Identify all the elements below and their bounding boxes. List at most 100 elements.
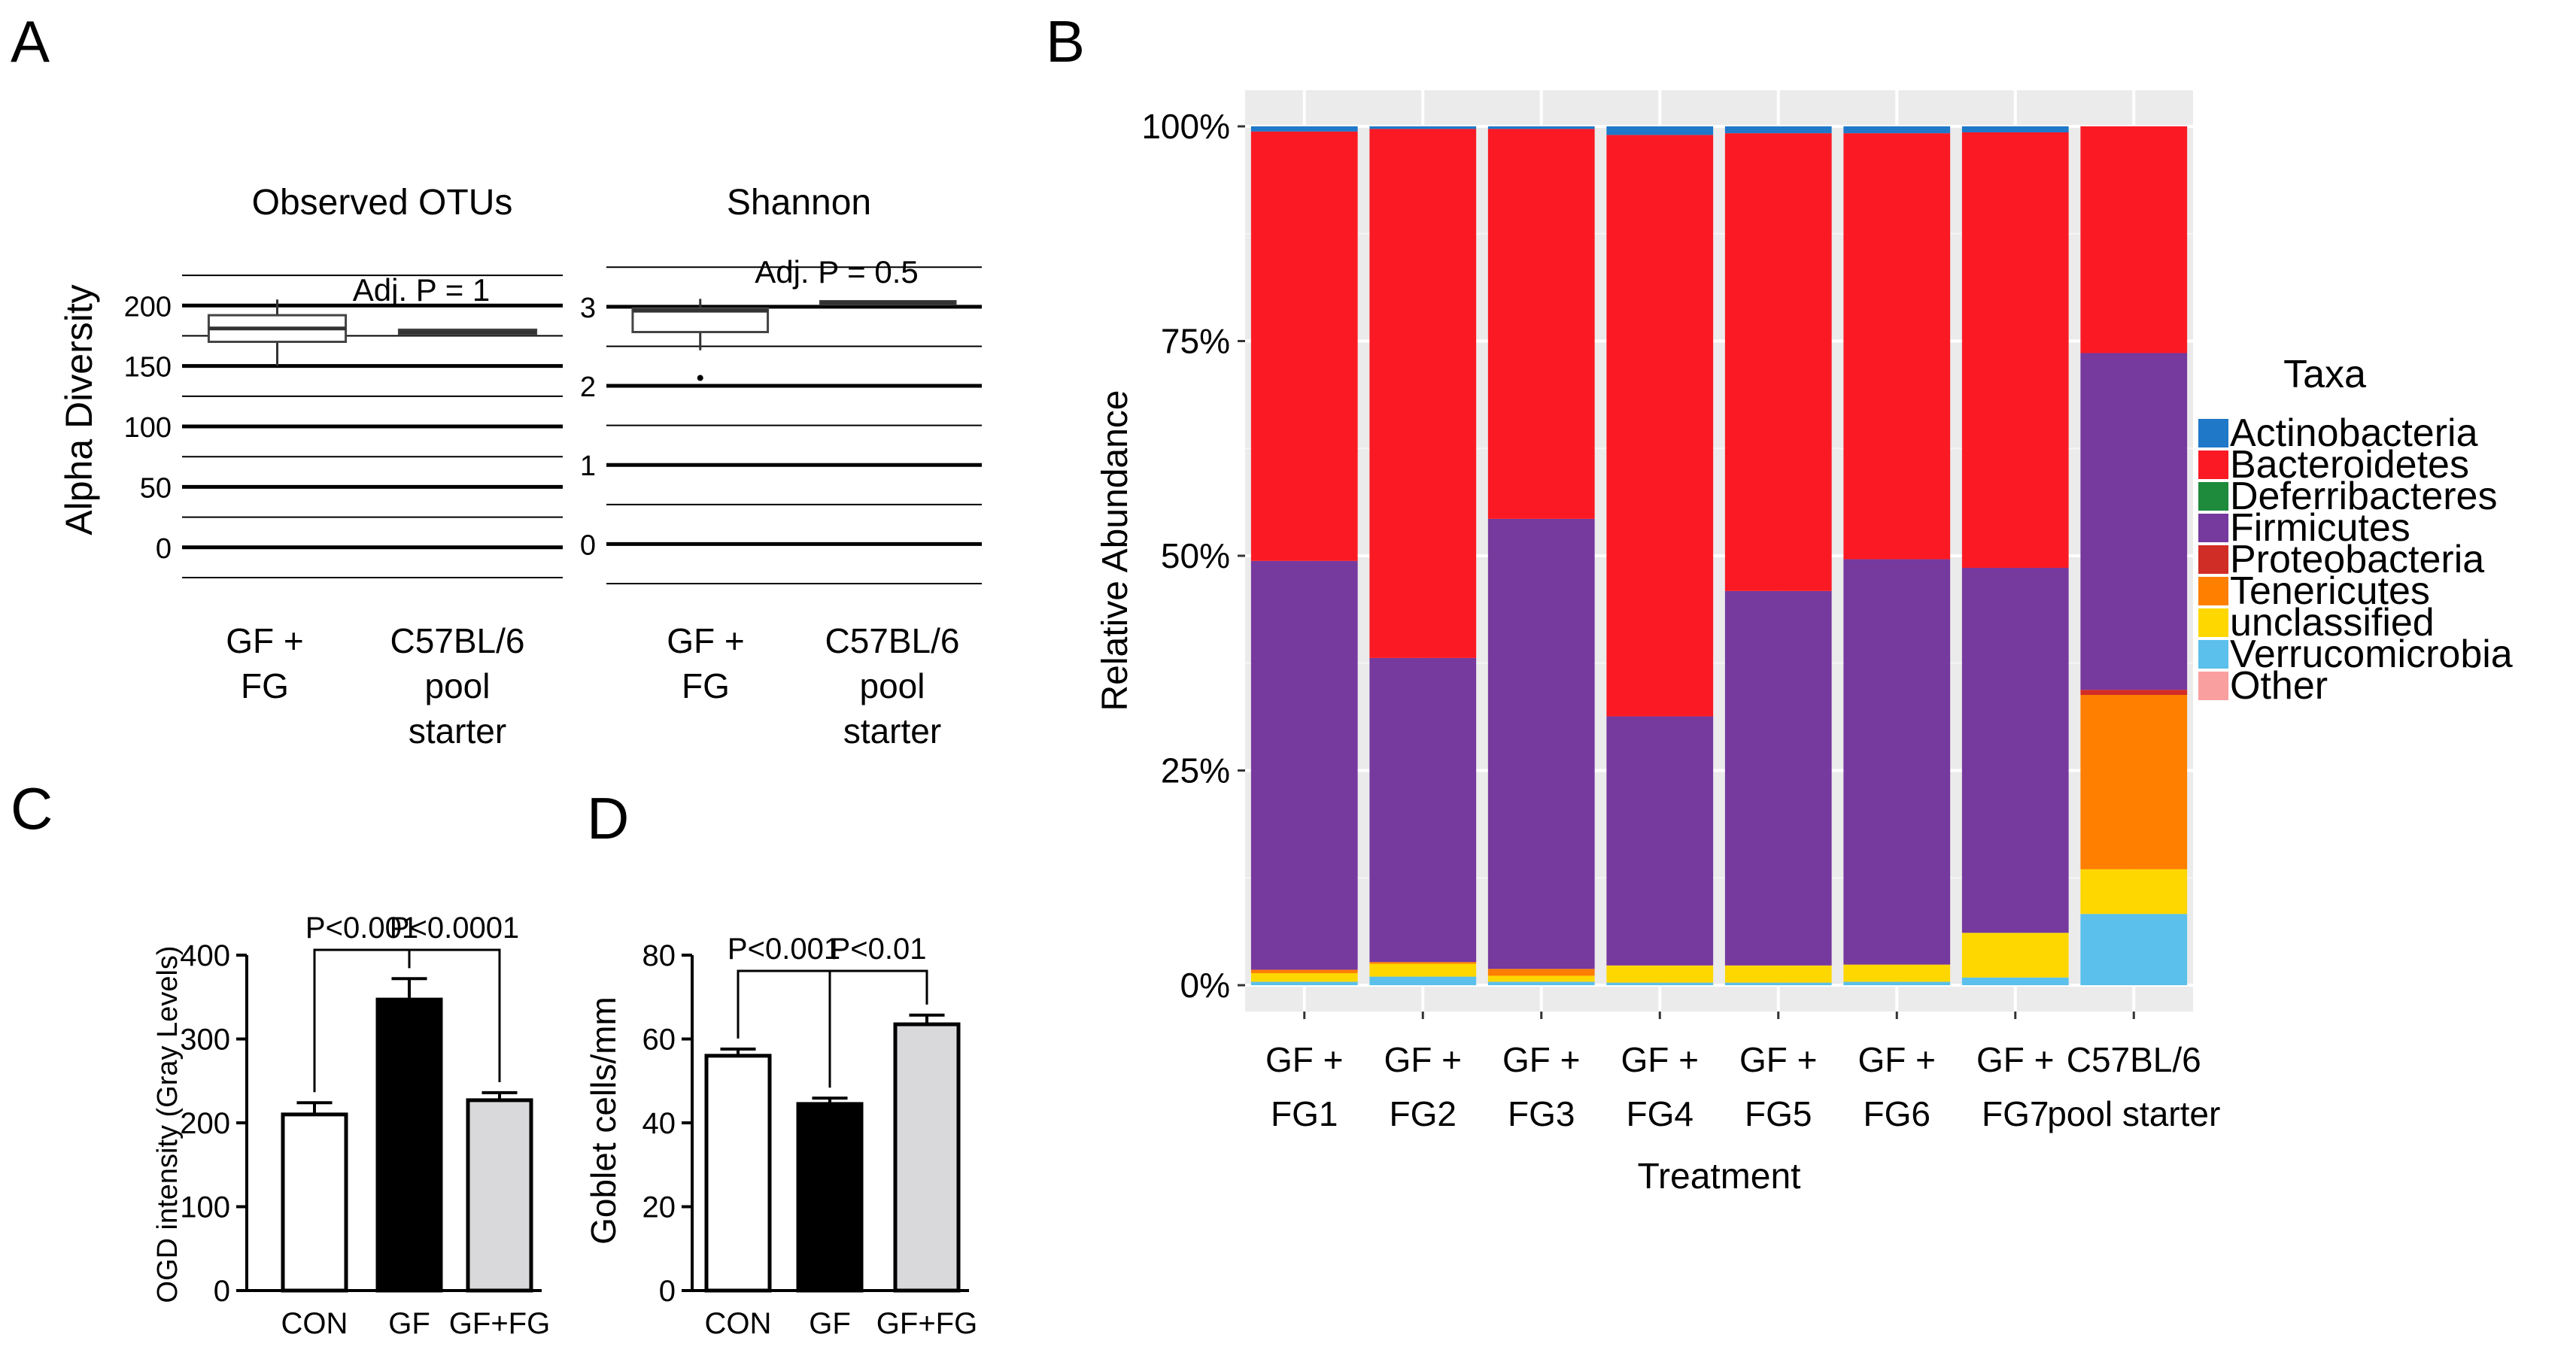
x-tick-label: C57BL/6	[2067, 1040, 2201, 1079]
panel-a: Alpha Diversity 0 50 100 150 200 Observed OTU…	[58, 183, 982, 751]
chart-title: Shannon	[727, 183, 871, 223]
bar-segment-firmicutes	[1843, 559, 1951, 965]
y-axis-title: OGD intensity (Gray Levels)	[152, 945, 184, 1303]
legend-swatch-proteobacteria	[2198, 545, 2228, 574]
legend-label-unclassified: unclassified	[2230, 601, 2435, 645]
y-tick-label: 20	[642, 1191, 676, 1224]
bar-segment-firmicutes	[1487, 518, 1595, 969]
legend-label-bacteroidetes: Bacteroidetes	[2230, 443, 2469, 487]
significance-label: P<0.001	[728, 933, 840, 966]
significance-label: P<0.01	[831, 933, 927, 966]
bar-segment-unclassified	[1250, 973, 1358, 982]
panel-a1-x-label-c57-line3: starter	[409, 711, 506, 751]
panel-label-c: C	[11, 775, 53, 842]
bar-segment-actinobacteria	[1487, 126, 1595, 129]
y-tick-label: 0	[580, 529, 596, 561]
y-tick-label: 0	[214, 1275, 230, 1308]
bar-segment-proteobacteria	[2080, 690, 2188, 696]
bar-gf+fg	[893, 1022, 961, 1293]
bar-segment-bacteroidetes	[1961, 132, 2069, 568]
bar-segment-actinobacteria	[1250, 126, 1358, 132]
y-tick-label: 150	[124, 352, 172, 384]
bar-gf	[796, 1102, 864, 1293]
y-tick-label: 75%	[1161, 322, 1230, 361]
bar-segment-verrucomicrobia	[1250, 981, 1358, 985]
legend-swatch-tenericutes	[2198, 577, 2228, 605]
y-tick-label: 0	[659, 1275, 676, 1308]
bar-gf+fg	[466, 1098, 533, 1293]
y-tick-label: 200	[180, 1107, 230, 1140]
legend-swatch-verrucomicrobia	[2198, 640, 2228, 669]
bar-segment-firmicutes	[1369, 657, 1477, 963]
bar-segment-verrucomicrobia	[1369, 976, 1477, 985]
panel-a1-x-label-c57: C57BL/6	[390, 621, 524, 660]
x-tick-label-line2: FG1	[1271, 1094, 1338, 1133]
x-tick-label: GF +	[1502, 1040, 1581, 1079]
bar-segment-bacteroidetes	[1724, 133, 1832, 591]
legend-swatch-unclassified	[2198, 608, 2228, 637]
bar-segment-tenericutes	[1250, 969, 1358, 974]
legend-label-deferribacteres: Deferribacteres	[2230, 475, 2497, 518]
y-tick-label: 100%	[1141, 107, 1230, 146]
bar-segment-tenericutes	[2080, 695, 2188, 869]
x-tick-label: GF +	[1739, 1040, 1818, 1079]
bar-segment-bacteroidetes	[1487, 129, 1595, 519]
x-tick-label-line2: FG4	[1627, 1094, 1694, 1133]
x-tick-label: GF +	[1621, 1040, 1699, 1079]
panel-a1-x-label-gf-fg-line2: FG	[241, 666, 289, 705]
y-tick-label: 0	[156, 533, 172, 565]
chart-a-observed-otus: 0 50 100 150 200 Observed OTUs Adj. P = 1	[124, 183, 563, 578]
bar-segment-verrucomicrobia	[2080, 914, 2188, 985]
y-axis-title: Goblet cells/mm	[584, 996, 623, 1245]
y-tick-label: 50	[140, 472, 172, 504]
chart-title: Observed OTUs	[252, 183, 513, 223]
y-tick-label: 100	[124, 412, 172, 444]
x-tick-label-line2: FG7	[1982, 1094, 2049, 1133]
panel-label-a: A	[11, 8, 50, 74]
bar-segment-bacteroidetes	[1606, 135, 1714, 717]
bar-segment-verrucomicrobia	[1843, 981, 1951, 985]
y-tick-label: 50%	[1161, 536, 1230, 575]
x-axis-title: Treatment	[1638, 1157, 1801, 1197]
legend-swatch-deferribacteres	[2198, 482, 2228, 511]
legend-swatch-actinobacteria	[2198, 419, 2228, 447]
bar-segment-actinobacteria	[1843, 126, 1951, 134]
panel-a1-x-label-gf-fg: GF +	[226, 621, 304, 660]
bar-segment-unclassified	[2080, 869, 2188, 915]
bar-segment-unclassified	[1606, 965, 1714, 983]
chart-b-relative-abundance: 0% 25% 50% 75% 100% GF + FG1 GF + FG2 GF + FG3 GF +…	[1095, 90, 2513, 1197]
y-axis-title: Relative Abundance	[1095, 390, 1135, 711]
x-tick-label: GF +	[1265, 1040, 1344, 1079]
legend-label-tenericutes: Tenericutes	[2230, 569, 2430, 613]
x-tick-label: CON	[281, 1307, 348, 1340]
y-tick-label: 25%	[1161, 751, 1230, 790]
y-tick-label: 300	[180, 1024, 230, 1057]
x-tick-label: GF+FG	[449, 1307, 550, 1340]
legend-swatch-other	[2198, 672, 2228, 700]
y-tick-label: 40	[642, 1107, 676, 1140]
x-tick-label: GF +	[1858, 1040, 1936, 1079]
box-outlier	[697, 375, 703, 381]
bar-segment-actinobacteria	[1369, 126, 1477, 129]
panel-label-b: B	[1046, 8, 1085, 74]
x-tick-label-line2: pool starter	[2047, 1094, 2220, 1133]
x-tick-label: CON	[705, 1307, 772, 1340]
significance-bracket	[408, 948, 501, 1082]
bar-con	[281, 1112, 348, 1293]
bar-segment-unclassified	[1843, 964, 1951, 982]
bar-segment-bacteroidetes	[1369, 129, 1477, 658]
x-tick-label: GF	[809, 1307, 851, 1340]
panel-a2-x-label-c57-line2: pool	[860, 666, 925, 705]
bar-segment-verrucomicrobia	[1487, 981, 1595, 985]
y-tick-label: 400	[180, 939, 230, 972]
bar-segment-unclassified	[1961, 933, 2069, 978]
y-tick-label: 60	[642, 1024, 676, 1057]
y-tick-label: 1	[580, 450, 596, 482]
panel-a-y-axis-title: Alpha Diversity	[58, 284, 100, 535]
legend-swatch-firmicutes	[2198, 514, 2228, 542]
legend-label-firmicutes: Firmicutes	[2230, 506, 2410, 550]
x-tick-label: GF+FG	[876, 1307, 977, 1340]
bar-segment-bacteroidetes	[1843, 133, 1951, 560]
